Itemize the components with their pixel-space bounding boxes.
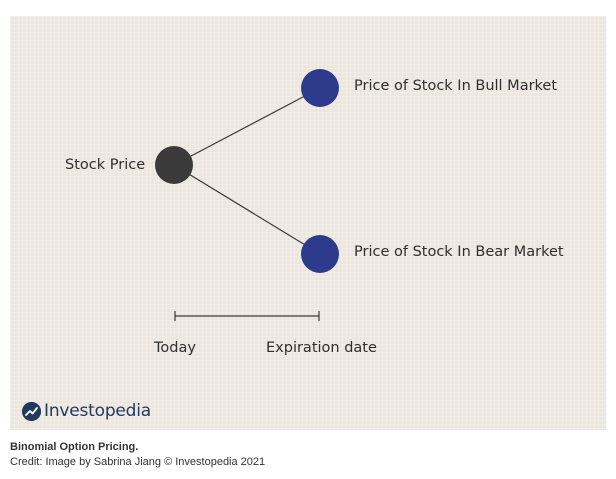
binomial-tree-diagram: [155, 69, 339, 321]
brand-name: Investopedia: [44, 401, 152, 421]
diagram-panel: Stock Price Price of Stock In Bull Marke…: [10, 16, 606, 430]
branch-up-line: [173, 87, 321, 166]
branch-down-line: [173, 164, 321, 255]
timeline-end-label: Expiration date: [266, 340, 377, 356]
figure-caption: Binomial Option Pricing. Credit: Image b…: [10, 440, 265, 470]
bear-market-node: [301, 235, 339, 273]
caption-title: Binomial Option Pricing.: [10, 441, 139, 453]
investopedia-logo-icon: [22, 401, 41, 421]
bull-market-node: [301, 69, 339, 107]
bear-market-label: Price of Stock In Bear Market: [354, 244, 564, 260]
stock-price-label: Stock Price: [65, 157, 146, 173]
brand-logo: Investopedia: [22, 400, 151, 422]
stock-price-node: [155, 146, 193, 184]
timeline-start-label: Today: [154, 340, 196, 356]
caption-credit: Credit: Image by Sabrina Jiang © Investo…: [10, 456, 266, 468]
bull-market-label: Price of Stock In Bull Market: [354, 78, 558, 94]
